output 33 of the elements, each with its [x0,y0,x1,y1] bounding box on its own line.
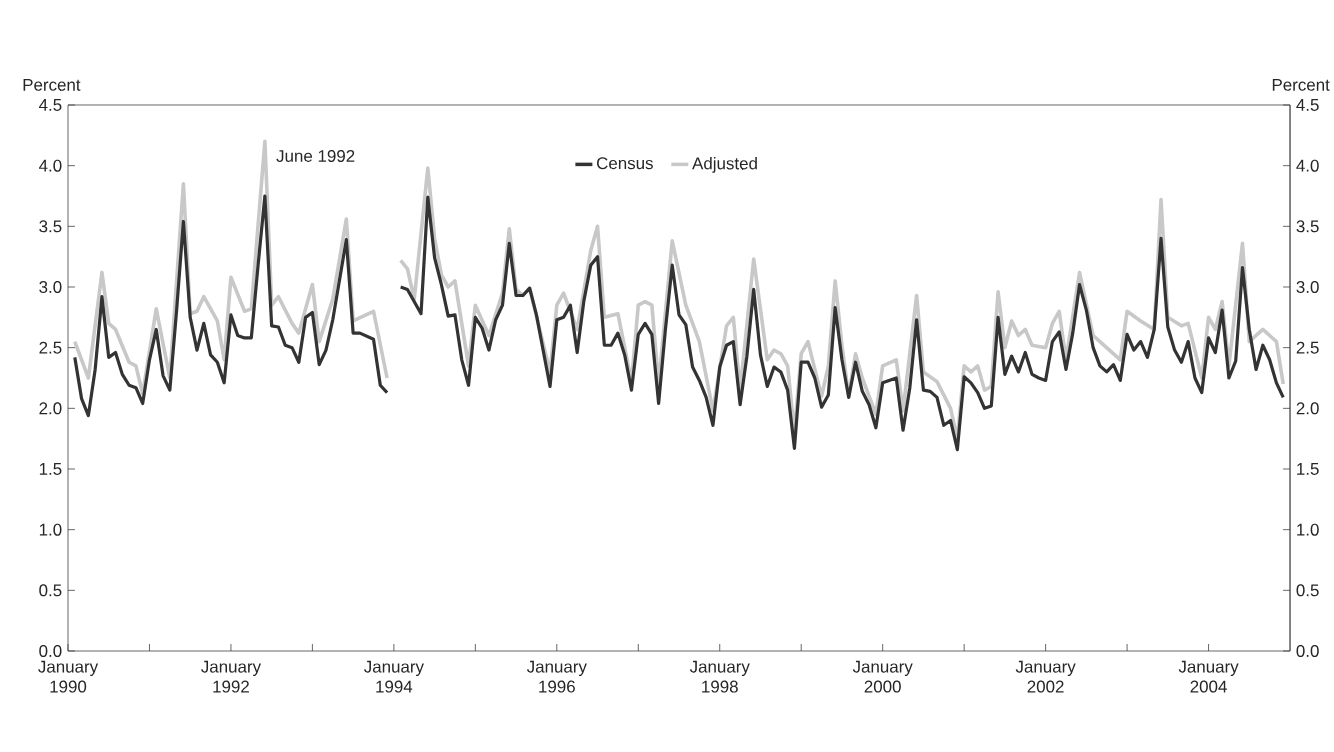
y-tick-label: 3.0 [39,281,62,293]
y-tick-label: 3.5 [39,220,62,233]
y2-tick-label: 4.5 [1296,99,1319,111]
y-tick-label: 1.0 [39,523,62,536]
y-tick-label: 4.0 [39,159,62,172]
y2-tick-label: 4.0 [1296,159,1319,172]
y2-tick-label: 1.0 [1297,523,1319,536]
y2-tick-label: 2.5 [1296,341,1319,354]
x-tick-label: January 1998 [689,660,750,693]
y-tick-label: 2.0 [39,402,62,415]
x-tick-label: January 1992 [201,660,262,693]
x-tick-label: January 1990 [38,660,99,693]
y-tick-label: 4.5 [39,99,62,111]
y-tick-label: 0.5 [39,584,62,597]
y-tick-label: 2.5 [39,341,62,354]
y2-tick-label: 3.5 [1296,220,1319,233]
y-tick-label: 1.5 [39,463,62,475]
x-tick-label: January 1994 [364,660,424,693]
x-tick-label: January 2002 [1015,660,1076,693]
x-tick-label: January 2000 [852,660,913,693]
y-axis-title: Percent [23,78,81,91]
y2-tick-label: 0.5 [1296,584,1319,597]
y-tick-label: 0.0 [39,645,62,657]
y2-tick-label: 1.5 [1297,463,1319,475]
y2-tick-label: 2.0 [1296,402,1319,415]
y2-axis-title: Percent [1272,78,1330,91]
legend-label: Adjusted [692,156,757,173]
annotation: June 1992 [276,150,355,162]
x-tick-label: January 2004 [1178,660,1239,693]
legend-label: Census [596,157,653,170]
y2-tick-label: 3.0 [1296,281,1319,293]
y2-tick-label: 0.0 [1296,645,1319,657]
x-tick-label: January 1996 [526,660,587,693]
